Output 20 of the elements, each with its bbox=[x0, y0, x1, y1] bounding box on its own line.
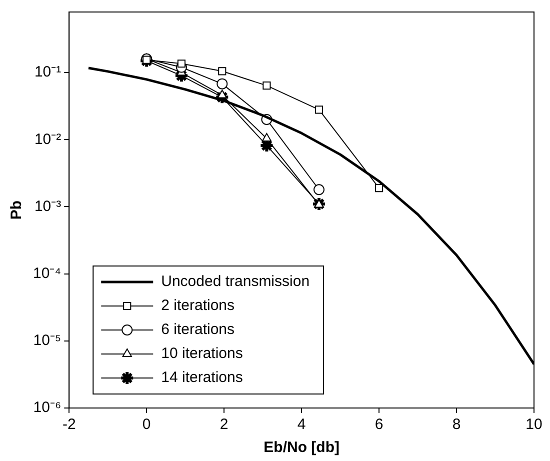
legend-label: 2 iterations bbox=[161, 297, 235, 314]
y-tick-label: 10⁻² bbox=[34, 130, 62, 148]
y-tick-label: 10⁻⁵ bbox=[33, 332, 62, 350]
x-tick-label: 8 bbox=[452, 416, 461, 434]
x-tick-label: 2 bbox=[220, 416, 228, 434]
legend-label: 14 iterations bbox=[161, 369, 243, 386]
legend-label: Uncoded transmission bbox=[161, 273, 310, 290]
x-tick-label: 6 bbox=[374, 416, 384, 434]
legend-label: 6 iterations bbox=[161, 321, 235, 338]
y-tick-label: 10⁻¹ bbox=[34, 64, 62, 81]
x-tick-label: 0 bbox=[142, 416, 151, 434]
x-tick-label: -2 bbox=[62, 416, 76, 434]
x-tick-label: 4 bbox=[297, 416, 306, 434]
x-axis-title: Eb/No [db] bbox=[264, 439, 340, 456]
y-tick-label: 10⁻⁴ bbox=[32, 264, 62, 282]
y-tick-label: 10⁻³ bbox=[34, 198, 62, 215]
y-tick-label: 10⁻⁶ bbox=[33, 399, 62, 416]
x-tick-label: 10 bbox=[526, 416, 542, 434]
legend-label: 10 iterations bbox=[161, 345, 243, 362]
y-axis-title: Pb bbox=[8, 200, 26, 220]
